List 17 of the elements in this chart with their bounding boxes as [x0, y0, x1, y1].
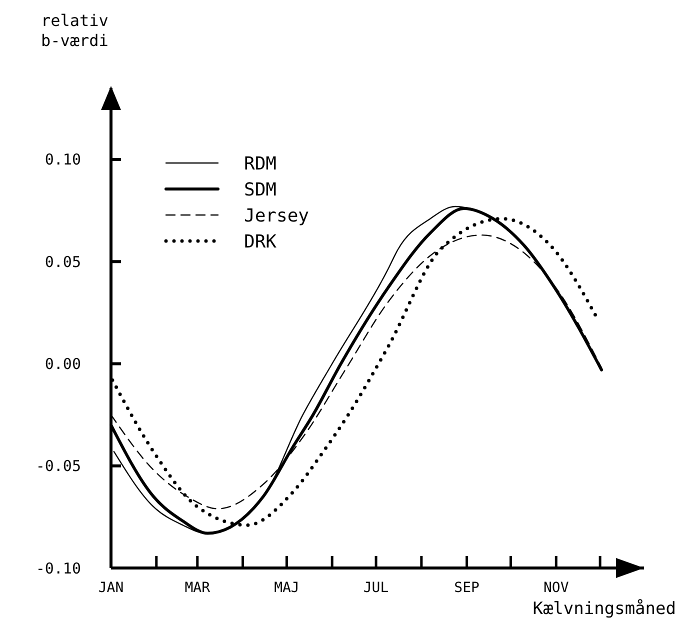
y-tick-label: -0.10	[36, 559, 81, 578]
x-tick-label: JUL	[363, 580, 389, 596]
legend-label: RDM	[244, 153, 277, 174]
x-tick-label: NOV	[543, 580, 570, 596]
x-tick-label: JAN	[98, 580, 124, 596]
y-tick-label: 0.05	[44, 252, 81, 271]
y-tick-label: -0.05	[36, 457, 81, 476]
legend-label: Jersey	[244, 205, 310, 226]
legend-label: SDM	[244, 179, 277, 200]
x-axis-title: Kælvningsmåned	[532, 599, 676, 619]
x-tick-label: MAJ	[274, 580, 300, 596]
y-tick-label: 0.00	[44, 354, 81, 373]
x-tick-label: MAR	[184, 580, 211, 596]
legend-label: DRK	[244, 231, 277, 252]
y-axis-title: relativ b-værdi	[41, 11, 108, 50]
y-tick-label: 0.10	[44, 150, 81, 169]
x-tick-label: SEP	[454, 580, 480, 596]
